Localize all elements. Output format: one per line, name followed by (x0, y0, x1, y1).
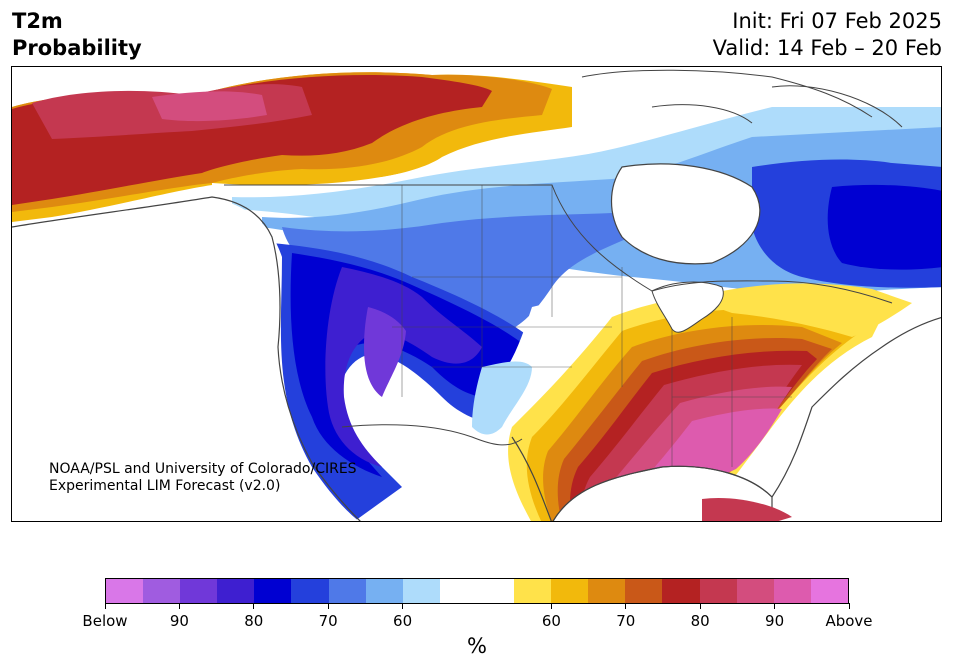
colorbar-segment (217, 579, 255, 603)
colorbar-segment (625, 579, 663, 603)
colorbar-unit: % (467, 634, 487, 658)
arctic-islands (581, 69, 903, 128)
credit-text: NOAA/PSL and University of Colorado/CIRE… (49, 461, 357, 495)
colorbar-segment (291, 579, 329, 603)
atlantic-ocean (802, 347, 941, 521)
credit-line-2: Experimental LIM Forecast (v2.0) (49, 478, 281, 494)
colorbar-segment (699, 579, 737, 603)
colorbar-tick (699, 603, 701, 609)
colorbar-tick-label: 80 (244, 612, 264, 630)
colorbar-segment (476, 579, 515, 603)
pacific-ocean (12, 197, 360, 521)
colorbar-segment (551, 579, 589, 603)
colorbar-segment (588, 579, 626, 603)
plains-pale-blue (472, 361, 532, 435)
credit-line-1: NOAA/PSL and University of Colorado/CIRE… (49, 461, 357, 477)
init-date: Init: Fri 07 Feb 2025 (732, 9, 942, 33)
east-canada-deep-blue (827, 184, 941, 270)
probability-colorbar (105, 578, 849, 604)
colorbar-segment (365, 579, 403, 603)
forecast-dates: Init: Fri 07 Feb 2025 Valid: 14 Feb – 20… (713, 8, 942, 62)
colorbar-tick (178, 603, 180, 609)
colorbar-tick-label: 70 (318, 612, 338, 630)
colorbar-segment (514, 579, 552, 603)
colorbar-tick (774, 603, 776, 609)
california-violet (364, 307, 406, 397)
colorbar-tick (848, 603, 850, 609)
colorbar-tick-label: 90 (169, 612, 189, 630)
colorbar-tick-label: Above (825, 612, 873, 630)
cuba (702, 497, 792, 521)
chart-title: T2m Probability (12, 8, 142, 62)
colorbar-tick (625, 603, 627, 609)
alaska-pink-core (152, 91, 267, 122)
gulf-coastline (511, 436, 773, 521)
colorbar-tick-label: 90 (765, 612, 785, 630)
east-coastline (771, 316, 941, 498)
colorbar-tick (550, 603, 552, 609)
variable-label: T2m (12, 9, 63, 33)
colorbar-tick-label: 60 (393, 612, 413, 630)
west-coastline (12, 196, 361, 521)
valid-range: Valid: 14 Feb – 20 Feb (712, 36, 942, 60)
colorbar-segment (180, 579, 218, 603)
colorbar-tick-label: 80 (690, 612, 710, 630)
west-us-indigo (325, 267, 482, 467)
colorbar-segment (662, 579, 700, 603)
state-lines (392, 185, 792, 467)
colorbar-segment (439, 579, 477, 603)
colorbar-segment (773, 579, 811, 603)
probability-map (11, 66, 942, 522)
colorbar-tick (402, 603, 404, 609)
colorbar-segment (810, 579, 848, 603)
colorbar-tick-label: Below (82, 612, 128, 630)
us-mexico-border (341, 424, 523, 446)
colorbar-tick-label: 60 (541, 612, 561, 630)
colorbar-tick (104, 603, 106, 609)
colorbar-segment (402, 579, 440, 603)
colorbar-segment (328, 579, 366, 603)
colorbar-segment (254, 579, 292, 603)
colorbar-segment (106, 579, 144, 603)
colorbar-tick (253, 603, 255, 609)
map-canvas (12, 69, 941, 521)
colorbar-segment (143, 579, 181, 603)
ne-yellow-edge (710, 283, 912, 337)
product-label: Probability (12, 36, 142, 60)
hudson-bay (611, 163, 761, 265)
colorbar-tick (327, 603, 329, 609)
colorbar-segment (736, 579, 774, 603)
canada-mid-blue (282, 213, 652, 337)
us-canada-border (224, 184, 893, 304)
colorbar-tick-label: 70 (616, 612, 636, 630)
